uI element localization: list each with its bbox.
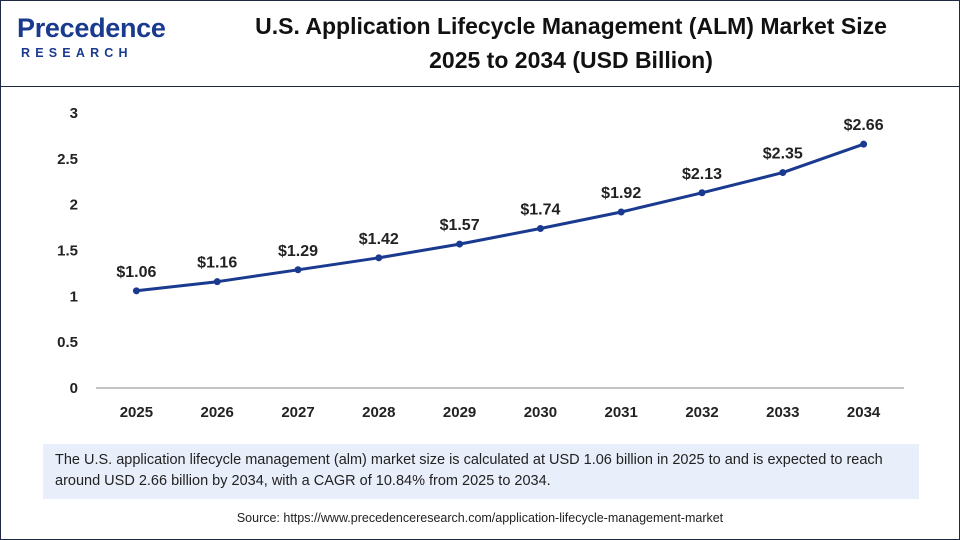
data-label: $2.35 xyxy=(763,146,803,163)
data-label: $1.74 xyxy=(520,202,560,219)
data-point xyxy=(375,254,383,262)
data-point xyxy=(698,189,706,197)
data-label: $1.06 xyxy=(116,264,156,281)
data-label: $2.13 xyxy=(682,166,722,183)
data-label: $1.92 xyxy=(601,185,641,202)
y-tick-label: 0.5 xyxy=(57,334,78,351)
x-tick-label: 2033 xyxy=(766,404,799,421)
y-tick-label: 0 xyxy=(70,380,78,397)
data-point xyxy=(294,266,302,274)
summary-box: The U.S. application lifecycle managemen… xyxy=(43,444,919,499)
data-label: $1.16 xyxy=(197,255,237,272)
y-tick-label: 2.5 xyxy=(57,151,78,168)
x-tick-label: 2034 xyxy=(847,404,881,421)
series-line xyxy=(136,142,865,293)
data-point xyxy=(536,225,544,232)
data-label: $2.66 xyxy=(844,117,884,134)
source-note: Source: https://www.precedenceresearch.c… xyxy=(236,511,724,525)
x-tick-label: 2026 xyxy=(201,404,234,421)
x-tick-label: 2027 xyxy=(281,404,314,421)
chart-title: U.S. Application Lifecycle Management (A… xyxy=(201,9,941,77)
data-point xyxy=(456,240,464,248)
chart-title-line2: 2025 to 2034 (USD Billion) xyxy=(429,47,713,73)
x-tick-label: 2029 xyxy=(443,404,476,421)
data-point xyxy=(132,287,140,295)
line-chart: 0 0.5 1 1.5 2 2.5 3 2025 2026 2027 2028 2029 2030 203… xyxy=(57,105,904,421)
y-tick-label: 1.5 xyxy=(57,243,78,260)
x-tick-label: 2032 xyxy=(685,404,718,421)
data-label: $1.57 xyxy=(440,217,480,234)
x-tick-label: 2030 xyxy=(524,404,557,421)
data-label: $1.42 xyxy=(359,231,399,248)
y-tick-label: 1 xyxy=(70,288,78,305)
chart-title-line1: U.S. Application Lifecycle Management (A… xyxy=(255,13,887,39)
header: Precedence RESEARCH U.S. Application Lif… xyxy=(1,1,959,87)
logo-name: Precedence xyxy=(17,13,166,43)
data-label: $1.29 xyxy=(278,243,318,260)
data-point xyxy=(779,169,787,177)
data-point xyxy=(213,278,221,286)
data-point xyxy=(617,208,625,216)
summary-text: The U.S. application lifecycle managemen… xyxy=(55,452,883,489)
logo[interactable]: Precedence RESEARCH xyxy=(17,13,177,65)
x-tick-label: 2025 xyxy=(120,404,153,421)
y-tick-label: 3 xyxy=(70,105,78,122)
data-point xyxy=(860,140,868,148)
y-tick-label: 2 xyxy=(70,197,78,214)
x-tick-label: 2031 xyxy=(605,404,638,421)
x-tick-label: 2028 xyxy=(362,404,395,421)
logo-subtitle: RESEARCH xyxy=(21,46,133,60)
